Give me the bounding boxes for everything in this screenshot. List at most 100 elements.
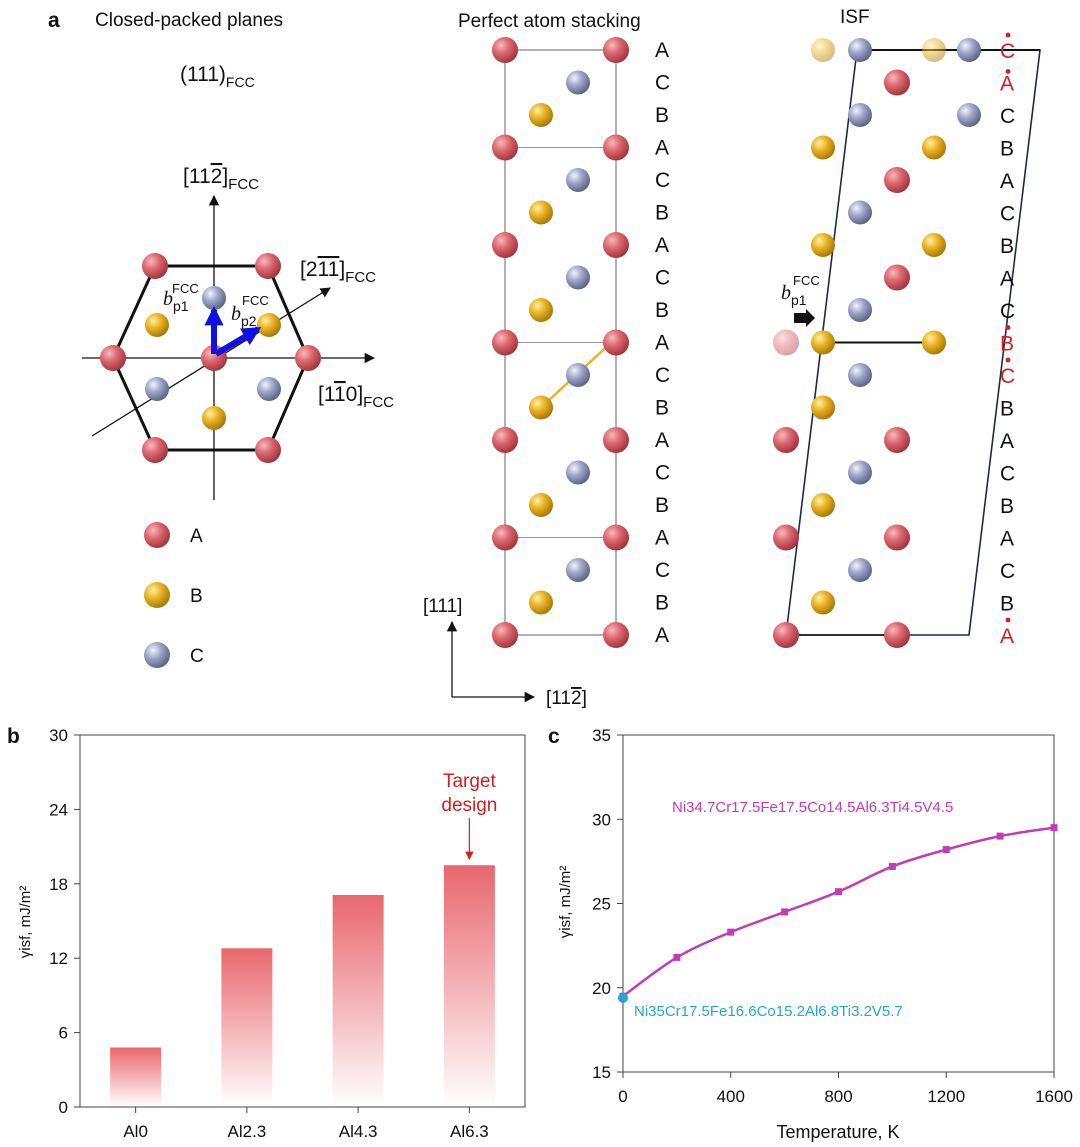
atom-c <box>566 460 590 485</box>
isf-stack-label: C <box>1000 300 1015 323</box>
isf-stack-label: A <box>1000 430 1014 453</box>
isf-stack-label: C <box>1000 463 1015 486</box>
atom-c <box>848 558 872 582</box>
isf-stack-label: B <box>1000 495 1014 518</box>
atom-c <box>848 363 872 387</box>
isf-stack-label: B <box>1000 138 1014 161</box>
y-tick-label: 30 <box>592 810 611 829</box>
y-tick-label: 18 <box>49 875 68 894</box>
atom-b <box>145 313 169 337</box>
series-marker <box>781 908 789 916</box>
atom-a <box>255 437 281 463</box>
atom-a <box>884 167 910 193</box>
atom-c <box>848 298 872 322</box>
point-marker <box>618 992 628 1003</box>
legend-label-a: A <box>190 526 203 547</box>
bar <box>221 948 273 1107</box>
series-marker <box>996 832 1004 840</box>
bp2-arrow <box>214 326 262 357</box>
target-design-annotation: Target design <box>441 771 497 861</box>
atom-a <box>773 329 799 356</box>
atom-b <box>529 395 553 420</box>
atom-b <box>811 590 835 615</box>
atom-a <box>492 329 518 356</box>
stack-label: C <box>655 559 670 582</box>
atom-b <box>922 135 946 160</box>
legend-atom-a-icon <box>144 522 170 548</box>
atom-c <box>202 286 226 310</box>
atom-a <box>492 524 518 551</box>
atom-a <box>773 524 799 551</box>
atom-b <box>922 330 946 355</box>
axis-111-label: [111] <box>423 596 462 617</box>
stack-label: A <box>655 332 669 355</box>
series-marker <box>1050 824 1058 832</box>
y-tick-label: 0 <box>59 1098 68 1117</box>
atom-a <box>255 253 281 279</box>
fault-dot-marker <box>1005 32 1011 38</box>
panel-letter-b: b <box>7 725 20 748</box>
atom-c <box>566 70 590 95</box>
bar <box>332 894 384 1107</box>
series-marker <box>888 862 896 870</box>
perfect-stacking-title: Perfect atom stacking <box>458 11 641 32</box>
bp1-sup: FCC <box>172 281 199 296</box>
atom-c <box>566 558 590 582</box>
atom-b <box>529 493 553 517</box>
hexagon-atoms <box>100 253 321 463</box>
stack-label: B <box>655 299 669 322</box>
legend-atom-b-icon <box>144 582 170 608</box>
atom-a <box>295 345 321 371</box>
stack-label: A <box>655 624 669 647</box>
target-design-line2: design <box>441 795 497 816</box>
fault-dot-marker <box>1005 69 1011 74</box>
line-chart-panel: c 15 20 25 30 35 0 400 800 1200 1600 Temperature,… <box>548 725 1073 1142</box>
atom-a <box>142 253 168 279</box>
atom-b <box>811 493 835 517</box>
dir-2-1-1-label: [211]FCC <box>300 258 376 286</box>
bp2-sup: FCC <box>242 293 269 308</box>
dir-1-10-label: [110]FCC <box>318 383 394 411</box>
stack-label: B <box>655 397 669 420</box>
atom-a <box>884 427 910 453</box>
atom-a <box>603 427 629 453</box>
atom-b <box>811 330 835 355</box>
y-tick-label: 15 <box>592 1063 611 1082</box>
isf-stack-label: B <box>1000 235 1014 258</box>
x-tick-label: 1600 <box>1035 1087 1073 1106</box>
stack-label: A <box>655 429 669 452</box>
atom-c <box>848 200 872 225</box>
y-tick-label: 30 <box>49 726 68 745</box>
bar-plot-frame <box>79 734 526 1108</box>
stack-label: B <box>655 592 669 615</box>
isf-stack-label: C <box>1000 203 1015 226</box>
bar-chart-panel: b 0 6 12 18 24 30 Al0 Al2.3 Al4.3 Al6.3 γisf, mJ… <box>7 725 526 1141</box>
x-category-label: Al4.3 <box>339 1122 378 1141</box>
fault-dot-marker <box>1005 357 1011 363</box>
atom-b <box>811 233 835 257</box>
atom-a <box>603 329 629 356</box>
isf-stack-label: A <box>1000 625 1014 648</box>
atom-a <box>603 524 629 551</box>
atom-a <box>142 437 168 463</box>
line-x-axis-label: Temperature, K <box>776 1122 899 1142</box>
isf-shift-arrow-icon <box>794 309 815 327</box>
x-tick-label: 800 <box>824 1087 852 1106</box>
legend-atom-c-icon <box>144 642 170 668</box>
atom-c <box>257 377 281 401</box>
fault-dot-marker <box>1005 617 1011 623</box>
y-tick-label: 25 <box>592 895 611 914</box>
atom-c <box>566 168 590 192</box>
atom-b <box>922 38 946 62</box>
y-tick-label: 6 <box>59 1024 68 1043</box>
atom-a <box>884 264 910 291</box>
isf-burgers-sup: FCC <box>793 273 820 288</box>
line-plot-frame <box>622 734 1055 1073</box>
bar <box>443 865 495 1107</box>
stack-label: C <box>655 72 670 95</box>
stack-label: B <box>655 494 669 517</box>
target-design-line1: Target <box>443 771 497 792</box>
point-composition-label: Ni35Cr17.5Fe16.6Co15.2Al6.8Ti3.2V5.7 <box>634 1003 903 1020</box>
atom-b <box>922 233 946 257</box>
